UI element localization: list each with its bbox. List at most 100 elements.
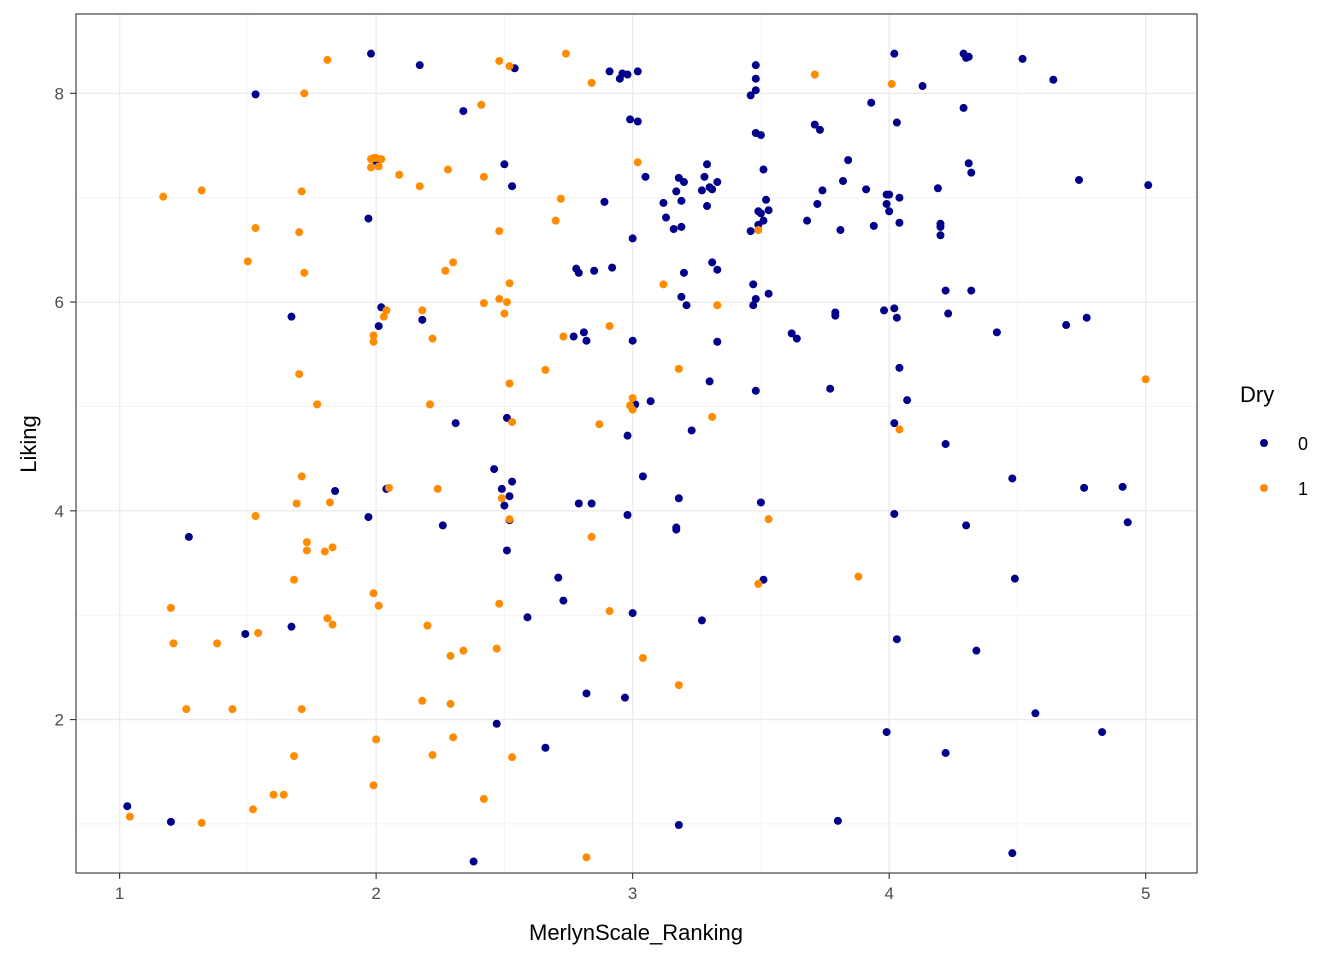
data-point-0	[869, 221, 878, 230]
data-point-1	[479, 299, 488, 308]
data-point-1	[674, 364, 683, 373]
data-point-1	[633, 158, 642, 167]
data-point-0	[1075, 175, 1083, 184]
data-point-0	[662, 213, 670, 222]
data-point-0	[751, 386, 760, 395]
data-point-0	[882, 728, 891, 737]
data-point-1	[505, 515, 514, 524]
data-point-0	[787, 329, 796, 338]
data-point-1	[297, 472, 306, 481]
data-point-0	[659, 198, 668, 207]
data-point-1	[428, 751, 437, 760]
data-point-0	[497, 484, 506, 493]
data-point-0	[992, 328, 1001, 337]
data-point-0	[674, 820, 683, 829]
data-point-0	[759, 165, 768, 174]
data-point-0	[1082, 313, 1091, 322]
legend-label-0: 0	[1298, 434, 1308, 454]
data-point-1	[313, 400, 322, 409]
data-point-0	[936, 231, 945, 240]
data-point-1	[559, 332, 568, 341]
legend-label-1: 1	[1298, 479, 1308, 499]
data-point-0	[708, 185, 717, 194]
data-point-0	[941, 748, 950, 757]
data-point-0	[831, 308, 840, 317]
data-point-0	[620, 693, 629, 702]
data-point-1	[502, 298, 511, 307]
data-point-0	[803, 216, 812, 225]
data-point-0	[287, 622, 296, 631]
data-point-1	[556, 194, 565, 203]
x-axis: 1 2 3 4 5	[115, 873, 1150, 903]
data-point-0	[882, 199, 891, 208]
data-point-1	[320, 547, 329, 556]
data-point-0	[885, 190, 894, 199]
data-point-0	[895, 363, 904, 372]
data-point-1	[418, 306, 427, 315]
data-point-0	[587, 499, 596, 508]
data-point-0	[903, 396, 912, 405]
data-point-0	[839, 176, 847, 185]
data-point-1	[479, 172, 488, 181]
data-point-0	[964, 52, 973, 61]
data-point-0	[746, 91, 755, 100]
data-point-1	[379, 312, 388, 321]
data-point-1	[182, 705, 191, 714]
data-point-0	[815, 125, 824, 134]
data-point-0	[633, 117, 642, 126]
data-point-0	[959, 103, 968, 112]
data-point-0	[1008, 849, 1017, 858]
data-point-0	[451, 419, 460, 428]
data-point-1	[854, 572, 863, 581]
data-point-1	[495, 227, 504, 236]
data-point-0	[541, 743, 550, 752]
data-point-0	[749, 280, 758, 289]
data-point-1	[505, 279, 514, 288]
data-point-1	[290, 575, 299, 584]
data-point-0	[492, 719, 501, 728]
data-point-0	[746, 227, 755, 236]
data-point-0	[415, 61, 424, 70]
data-point-0	[933, 184, 942, 193]
data-point-1	[374, 601, 383, 610]
data-point-0	[836, 226, 845, 235]
data-point-0	[438, 521, 447, 530]
data-point-1	[374, 162, 383, 171]
data-point-1	[505, 379, 514, 388]
data-point-0	[751, 86, 760, 95]
x-tick-label: 5	[1141, 884, 1150, 903]
x-tick-label: 2	[371, 884, 380, 903]
data-point-1	[423, 621, 432, 630]
y-tick-label: 4	[55, 502, 64, 521]
data-point-0	[1010, 574, 1019, 583]
data-point-1	[369, 781, 378, 790]
data-point-0	[756, 209, 765, 218]
data-point-0	[559, 596, 568, 605]
data-point-0	[892, 313, 901, 322]
data-point-1	[810, 70, 819, 79]
data-point-1	[302, 546, 311, 555]
data-point-0	[674, 494, 683, 503]
data-point-0	[287, 312, 296, 321]
data-point-0	[756, 131, 765, 140]
data-point-1	[300, 89, 309, 98]
data-point-0	[677, 196, 686, 205]
data-point-1	[541, 365, 550, 374]
data-point-0	[682, 301, 691, 310]
data-point-0	[936, 222, 945, 231]
data-point-1	[426, 400, 434, 409]
data-point-1	[605, 607, 614, 616]
panel-border	[75, 13, 1198, 874]
data-point-0	[166, 817, 175, 826]
data-point-1	[300, 268, 309, 277]
data-point-0	[862, 185, 871, 194]
data-point-0	[374, 322, 383, 331]
data-point-0	[964, 159, 973, 168]
legend-key-1	[1260, 484, 1268, 492]
data-point-0	[697, 616, 706, 625]
data-point-1	[369, 331, 378, 340]
points-series-0	[123, 49, 1153, 866]
data-point-0	[762, 195, 771, 204]
data-point-0	[941, 286, 950, 295]
data-point-1	[505, 62, 514, 71]
